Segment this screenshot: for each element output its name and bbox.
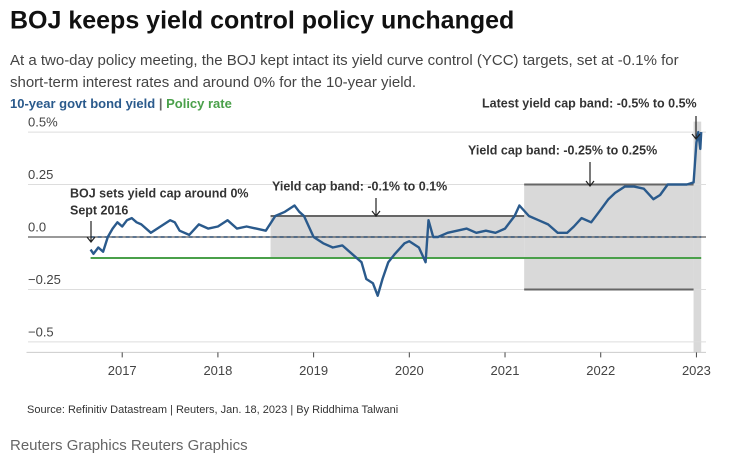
legend-entry: Policy rate (166, 96, 232, 111)
chart-title: BOJ keeps yield control policy unchanged (10, 7, 514, 35)
y-tick-label: −0.5 (28, 324, 54, 339)
annotation: BOJ sets yield cap around 0% (70, 186, 249, 200)
legend-entry: 10-year govt bond yield (10, 96, 155, 111)
subtitle: short-term interest rates and around 0% … (10, 74, 416, 91)
subtitle: At a two-day policy meeting, the BOJ kep… (10, 52, 679, 69)
x-tick-label: 2017 (108, 363, 137, 378)
x-tick-label: 2022 (586, 363, 615, 378)
arrow (371, 198, 381, 217)
annotation: Latest yield cap band: -0.5% to 0.5% (482, 96, 697, 110)
arrow (691, 116, 701, 140)
y-tick-label: −0.25 (28, 272, 61, 287)
arrow (86, 221, 96, 243)
x-tick-label: 2021 (491, 363, 520, 378)
x-tick-label: 2019 (299, 363, 328, 378)
annotation: Yield cap band: -0.25% to 0.25% (468, 143, 657, 157)
credit: Reuters Graphics Reuters Graphics (10, 437, 248, 454)
y-tick-label: 0.5% (28, 115, 58, 130)
annotation: Sept 2016 (70, 203, 128, 217)
y-tick-label: 0.0 (28, 219, 46, 234)
legend: 10-year govt bond yield | Policy rate (10, 96, 232, 111)
x-tick-label: 2020 (395, 363, 424, 378)
x-tick-label: 2018 (203, 363, 232, 378)
annotation: Yield cap band: -0.1% to 0.1% (272, 179, 447, 193)
source: Source: Refinitiv Datastream | Reuters, … (27, 404, 398, 416)
plot-area: 0.5% 0.25 0.0 −0.25 −0.5 2017 2018 2019 2020 2021… (26, 115, 711, 378)
x-tick-label: 2023 (682, 363, 711, 378)
y-tick-label: 0.25 (28, 167, 53, 182)
annotation-arrows (86, 116, 701, 243)
arrow (585, 162, 595, 187)
legend-separator: | (159, 96, 163, 111)
series-line (89, 130, 703, 297)
